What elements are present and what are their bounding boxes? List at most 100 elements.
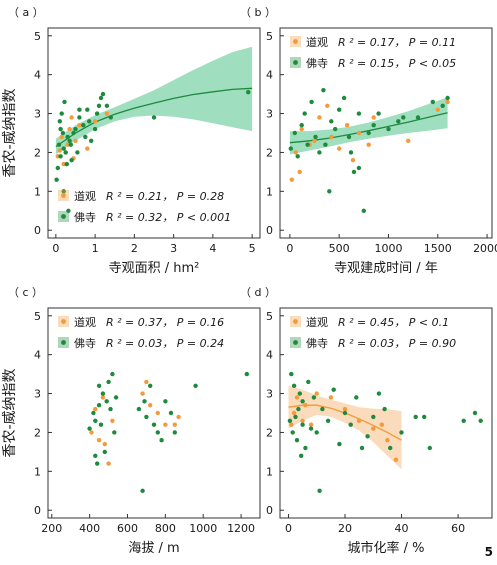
x-tick-label: 0 (52, 242, 59, 255)
data-point (371, 115, 376, 120)
data-point (56, 142, 62, 147)
data-point (172, 422, 177, 427)
data-point (244, 371, 249, 377)
confidence-band (55, 46, 253, 155)
data-point (96, 438, 102, 443)
data-point (59, 134, 64, 140)
data-point (73, 138, 78, 143)
data-point (382, 406, 387, 412)
legend-item: 佛寺 R ² = 0.15， P < 0.05 (290, 57, 456, 70)
data-point (376, 391, 382, 396)
data-point (344, 123, 350, 128)
y-axis-label: 香农-威纳指数 (2, 368, 18, 457)
x-tick-label: 60 (451, 522, 465, 535)
data-point (299, 126, 304, 132)
data-point (81, 123, 86, 128)
y-tick-label: 4 (266, 349, 273, 362)
panel-3: （ c ） 200 400 600 800 1000 1200 0 1 2 3 4 5 海拔 / m 香农-… (2, 286, 261, 556)
x-tick-label: 2 (131, 242, 138, 255)
y-tick-label: 1 (266, 185, 273, 198)
y-tick-label: 3 (266, 108, 273, 121)
data-point (172, 430, 177, 435)
legend-series-name: 道观 (306, 315, 328, 329)
data-point (329, 119, 334, 124)
data-point (413, 414, 418, 420)
x-tick-label: 1200 (227, 522, 255, 535)
data-point (472, 410, 478, 416)
y-tick-label: 3 (34, 108, 41, 121)
panel-label: （ d ） (240, 286, 276, 299)
data-point (296, 406, 301, 412)
data-point (356, 165, 362, 171)
data-point (151, 422, 157, 427)
legend-marker (61, 340, 66, 345)
y-tick-label: 3 (34, 388, 41, 401)
data-point (303, 403, 308, 408)
y-tick-label: 1 (266, 465, 273, 478)
data-point (331, 387, 336, 392)
data-point (66, 208, 71, 213)
x-tick-label: 200 (41, 522, 62, 535)
data-point (246, 90, 251, 95)
data-point (354, 395, 359, 400)
legend-stat: R ² = 0.15， P < 0.05 (338, 57, 456, 70)
x-tick-label: 800 (155, 522, 176, 535)
data-point (98, 422, 104, 427)
data-point (337, 107, 342, 112)
data-point (69, 115, 74, 120)
data-point (356, 130, 362, 136)
data-point (93, 406, 98, 412)
data-point (68, 142, 74, 147)
data-point (106, 379, 111, 385)
x-tick-label: 1000 (374, 242, 402, 255)
legend-marker (61, 319, 66, 324)
data-point (461, 418, 466, 423)
data-point (291, 383, 297, 388)
data-point (415, 115, 421, 120)
axes-frame (279, 27, 493, 239)
data-point (59, 111, 64, 116)
legend-item: 道观 R ² = 0.21， P = 0.28 (58, 189, 224, 203)
data-point (290, 430, 295, 435)
data-point (168, 410, 174, 416)
data-point (356, 111, 362, 116)
data-point (478, 418, 483, 423)
data-point (427, 445, 432, 451)
data-point (77, 123, 82, 128)
data-point (313, 134, 318, 140)
x-tick-label: 1000 (189, 522, 217, 535)
data-point (104, 111, 110, 116)
legend-item: 道观 R ² = 0.45， P < 0.1 (290, 315, 449, 329)
x-axis-label: 城市化率 / % (348, 540, 425, 556)
data-point (54, 177, 59, 182)
data-point (305, 142, 310, 147)
y-tick-label: 0 (34, 224, 41, 237)
legend-stat: R ² = 0.32， P < 0.001 (106, 211, 231, 224)
data-point (430, 99, 435, 105)
data-point (94, 111, 100, 116)
panel-label: （ b ） (240, 6, 276, 19)
data-point (314, 430, 319, 435)
fit-line (55, 87, 253, 148)
axes-frame (47, 307, 261, 519)
data-point (376, 111, 381, 116)
legend-stat: R ² = 0.37， P = 0.16 (106, 316, 224, 329)
data-point (65, 134, 70, 140)
y-tick-label: 4 (34, 69, 41, 82)
x-tick-label: 5 (249, 242, 256, 255)
data-point (289, 177, 294, 182)
data-point (100, 91, 106, 97)
y-tick-label: 2 (34, 426, 41, 439)
data-point (140, 488, 145, 493)
data-point (300, 399, 305, 404)
data-point (348, 150, 354, 155)
data-point (110, 418, 115, 423)
data-point (366, 130, 371, 136)
data-point (401, 115, 406, 120)
data-point (61, 161, 66, 167)
data-point (289, 371, 294, 377)
data-point (85, 146, 90, 151)
data-point (346, 134, 352, 140)
